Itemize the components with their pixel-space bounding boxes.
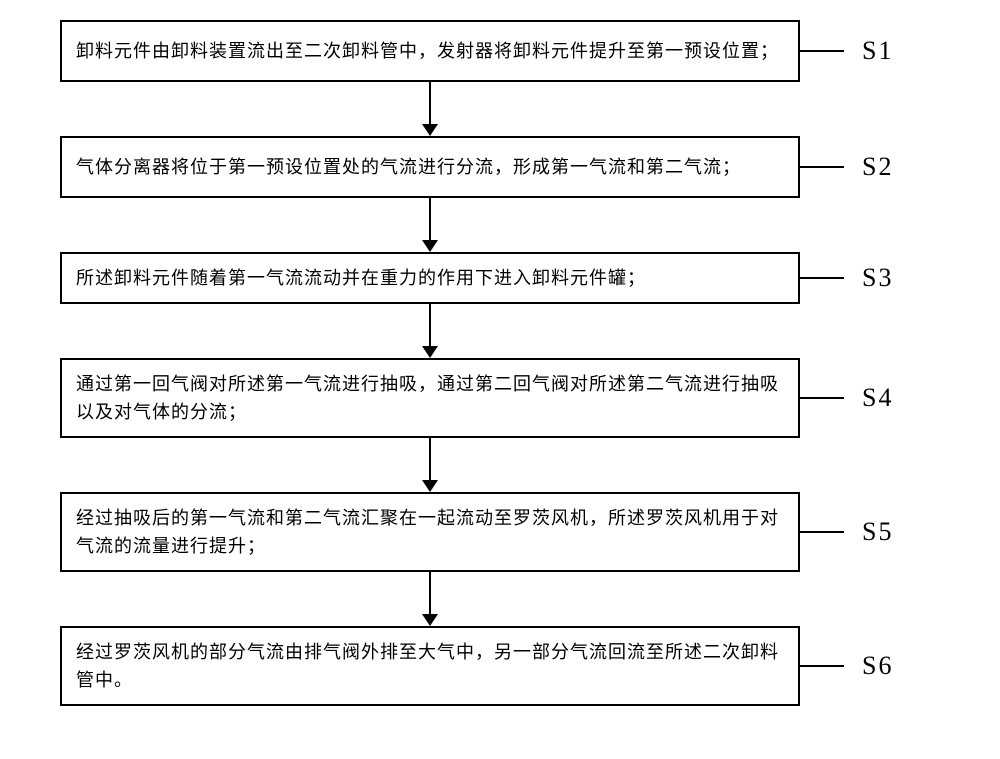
step-text: 卸料元件由卸料装置流出至二次卸料管中，发射器将卸料元件提升至第一预设位置； — [76, 37, 779, 65]
arrow-line — [429, 572, 431, 616]
step-label: S3 — [862, 263, 893, 293]
label-connector — [800, 277, 844, 279]
arrow-line — [429, 198, 431, 242]
label-area: S1 — [800, 36, 893, 66]
arrow-head — [422, 346, 438, 358]
arrow-line — [429, 304, 431, 348]
step-label: S4 — [862, 383, 893, 413]
step-box: 卸料元件由卸料装置流出至二次卸料管中，发射器将卸料元件提升至第一预设位置； — [60, 20, 800, 82]
step-row: 所述卸料元件随着第一气流流动并在重力的作用下进入卸料元件罐； S3 — [60, 252, 960, 304]
arrow-down-icon — [60, 82, 800, 136]
label-area: S2 — [800, 152, 893, 182]
arrow-down-icon — [60, 198, 800, 252]
arrow-down-icon — [60, 572, 800, 626]
step-box: 经过抽吸后的第一气流和第二气流汇聚在一起流动至罗茨风机，所述罗茨风机用于对气流的… — [60, 492, 800, 572]
step-box: 经过罗茨风机的部分气流由排气阀外排至大气中，另一部分气流回流至所述二次卸料管中。 — [60, 626, 800, 706]
step-box: 所述卸料元件随着第一气流流动并在重力的作用下进入卸料元件罐； — [60, 252, 800, 304]
flowchart-container: 卸料元件由卸料装置流出至二次卸料管中，发射器将卸料元件提升至第一预设位置； S1 气… — [60, 20, 960, 706]
label-area: S4 — [800, 383, 893, 413]
label-area: S5 — [800, 517, 893, 547]
arrow-line — [429, 438, 431, 482]
step-text: 所述卸料元件随着第一气流流动并在重力的作用下进入卸料元件罐； — [76, 264, 646, 292]
step-row: 卸料元件由卸料装置流出至二次卸料管中，发射器将卸料元件提升至第一预设位置； S1 — [60, 20, 960, 82]
arrow-head — [422, 240, 438, 252]
step-row: 经过罗茨风机的部分气流由排气阀外排至大气中，另一部分气流回流至所述二次卸料管中。… — [60, 626, 960, 706]
step-box: 气体分离器将位于第一预设位置处的气流进行分流，形成第一气流和第二气流； — [60, 136, 800, 198]
arrow-head — [422, 124, 438, 136]
arrow-line — [429, 82, 431, 126]
step-text: 通过第一回气阀对所述第一气流进行抽吸，通过第二回气阀对所述第二气流进行抽吸以及对… — [76, 370, 784, 426]
label-area: S3 — [800, 263, 893, 293]
step-label: S5 — [862, 517, 893, 547]
step-box: 通过第一回气阀对所述第一气流进行抽吸，通过第二回气阀对所述第二气流进行抽吸以及对… — [60, 358, 800, 438]
label-connector — [800, 665, 844, 667]
label-connector — [800, 397, 844, 399]
step-text: 气体分离器将位于第一预设位置处的气流进行分流，形成第一气流和第二气流； — [76, 153, 741, 181]
step-row: 通过第一回气阀对所述第一气流进行抽吸，通过第二回气阀对所述第二气流进行抽吸以及对… — [60, 358, 960, 438]
step-row: 经过抽吸后的第一气流和第二气流汇聚在一起流动至罗茨风机，所述罗茨风机用于对气流的… — [60, 492, 960, 572]
label-connector — [800, 166, 844, 168]
arrow-head — [422, 480, 438, 492]
arrow-head — [422, 614, 438, 626]
label-connector — [800, 531, 844, 533]
label-area: S6 — [800, 651, 893, 681]
step-text: 经过抽吸后的第一气流和第二气流汇聚在一起流动至罗茨风机，所述罗茨风机用于对气流的… — [76, 504, 784, 560]
step-label: S6 — [862, 651, 893, 681]
step-text: 经过罗茨风机的部分气流由排气阀外排至大气中，另一部分气流回流至所述二次卸料管中。 — [76, 638, 784, 694]
label-connector — [800, 50, 844, 52]
step-row: 气体分离器将位于第一预设位置处的气流进行分流，形成第一气流和第二气流； S2 — [60, 136, 960, 198]
arrow-down-icon — [60, 438, 800, 492]
step-label: S1 — [862, 36, 893, 66]
step-label: S2 — [862, 152, 893, 182]
arrow-down-icon — [60, 304, 800, 358]
